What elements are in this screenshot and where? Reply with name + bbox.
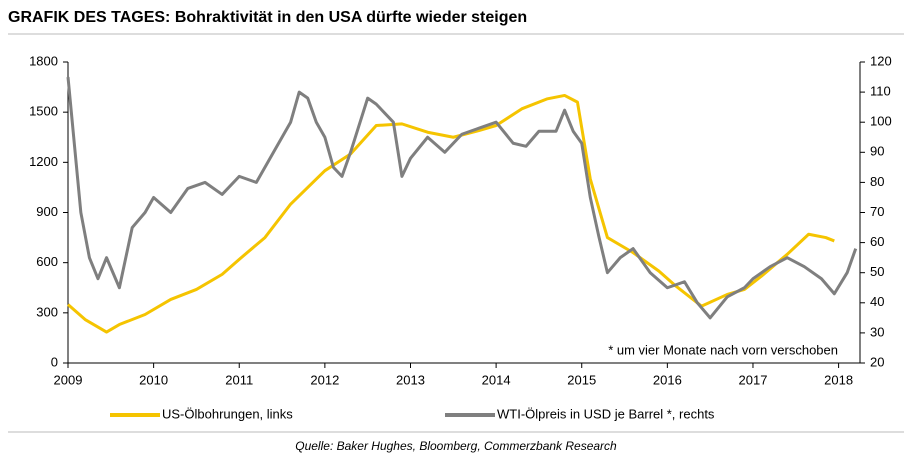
y2-tick-label: 40: [870, 294, 884, 309]
y2-tick-label: 60: [870, 234, 884, 249]
y2-tick-label: 120: [870, 53, 892, 68]
x-tick-label: 2013: [396, 372, 425, 387]
y-tick-label: 1200: [29, 154, 58, 169]
chart-title: GRAFIK DES TAGES: Bohraktivität in den U…: [8, 9, 527, 26]
y2-tick-label: 20: [870, 354, 884, 369]
x-tick-label: 2018: [824, 372, 853, 387]
y-tick-label: 900: [36, 204, 58, 219]
y2-tick-label: 80: [870, 174, 884, 189]
y-tick-label: 600: [36, 254, 58, 269]
x-tick-label: 2011: [225, 372, 253, 387]
x-tick-label: 2015: [567, 372, 596, 387]
y-tick-label: 1500: [29, 104, 58, 119]
y2-tick-label: 70: [870, 204, 884, 219]
y2-tick-label: 90: [870, 144, 884, 159]
y2-tick-label: 50: [870, 264, 884, 279]
y-tick-label: 0: [51, 354, 58, 369]
series-line: [66, 76, 858, 320]
source: Quelle: Baker Hughes, Bloomberg, Commerz…: [295, 439, 617, 453]
y2-tick-label: 30: [870, 324, 884, 339]
annotation: * um vier Monate nach vorn verschoben: [608, 342, 838, 357]
x-tick-label: 2017: [739, 372, 768, 387]
x-tick-label: 2016: [653, 372, 682, 387]
x-tick-label: 2010: [139, 372, 168, 387]
legend-label: US-Ölbohrungen, links: [162, 406, 293, 421]
x-tick-label: 2014: [482, 372, 511, 387]
x-tick-label: 2012: [310, 372, 339, 387]
y2-tick-label: 110: [870, 84, 891, 99]
y-tick-label: 300: [36, 304, 58, 319]
y2-tick-label: 100: [870, 114, 892, 129]
legend-label: WTI-Ölpreis in USD je Barrel *, rechts: [497, 406, 715, 421]
x-tick-label: 2009: [54, 372, 83, 387]
series-line: [67, 93, 835, 334]
y-tick-label: 1800: [29, 53, 58, 68]
